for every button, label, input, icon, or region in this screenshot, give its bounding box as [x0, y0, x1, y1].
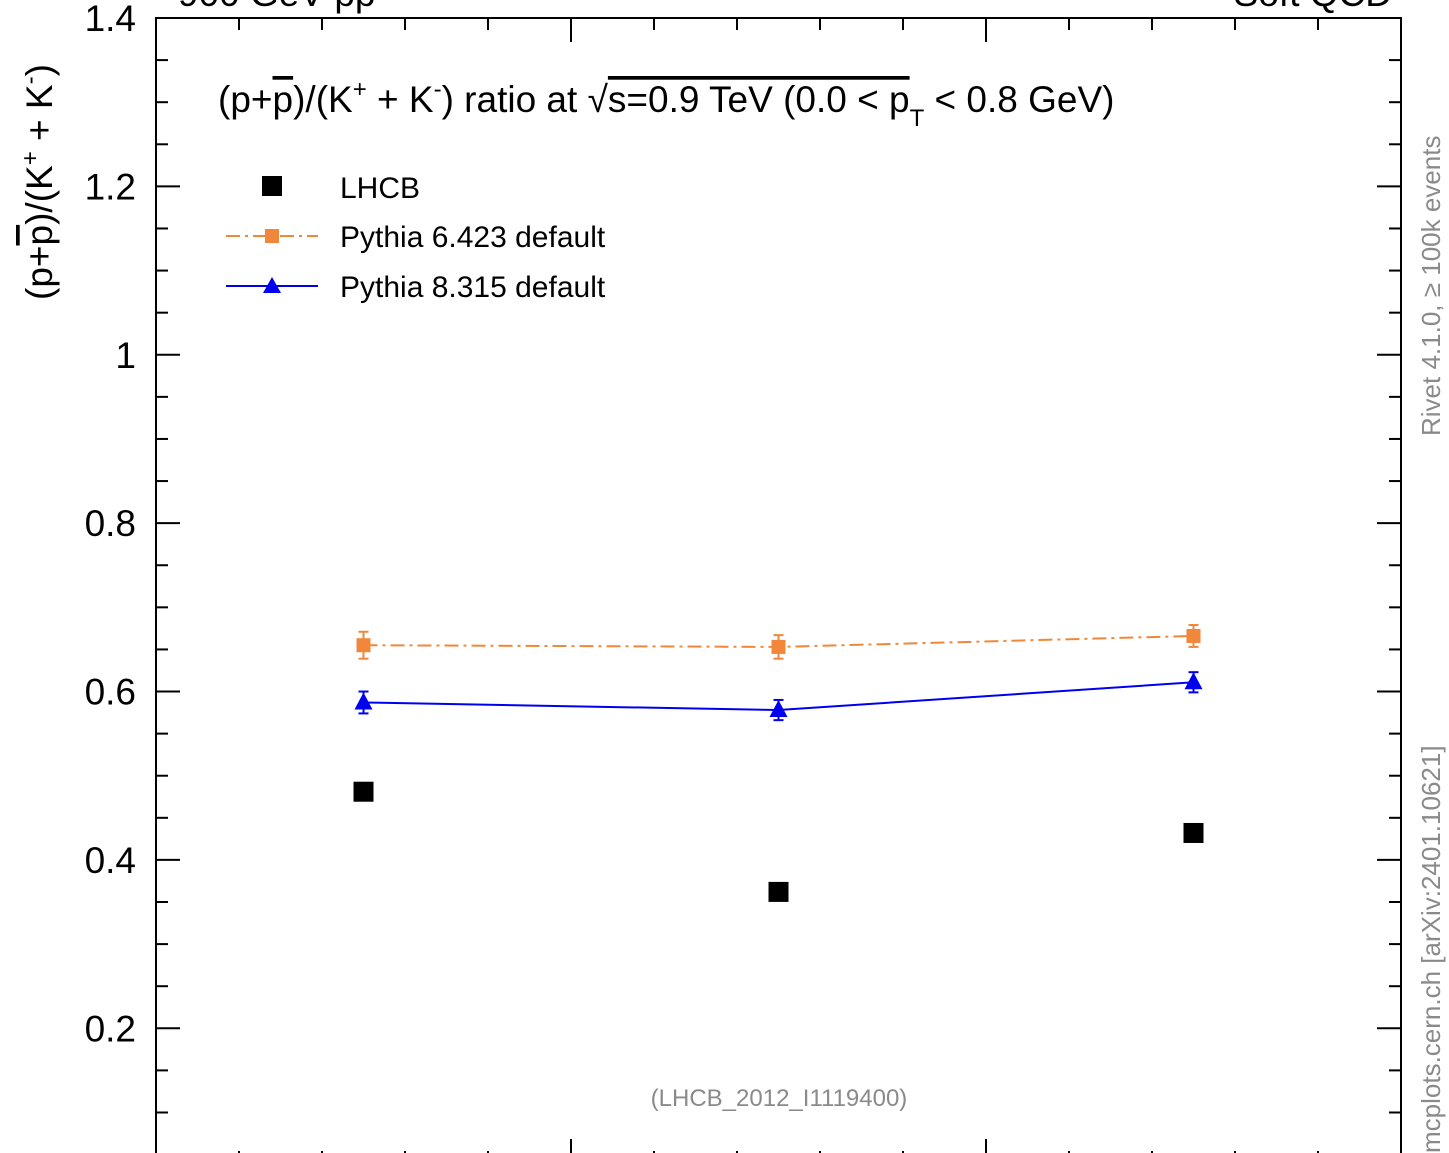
- y-tick-label: 1: [115, 335, 136, 376]
- data-point-lhcb: [353, 781, 374, 802]
- y-tick-label: 1.2: [85, 166, 136, 207]
- chart-title: (p+p)/(K+ + K-) ratio at √s=0.9 TeV (0.0…: [218, 76, 1115, 132]
- y-tick-label: 0.2: [85, 1008, 136, 1049]
- legend-label-pythia6: Pythia 6.423 default: [340, 221, 606, 254]
- legend-label-pythia8: Pythia 8.315 default: [340, 271, 606, 304]
- y-tick-labels: 0.2 0.4 0.6 0.8 1 1.2 1.4: [85, 0, 136, 1049]
- data-point-pythia-6-423-default: [771, 639, 786, 654]
- plot-frame: [155, 17, 1402, 1153]
- legend: LHCB Pythia 6.423 default Pythia 8.315 d…: [226, 172, 606, 304]
- data-point-pythia-8-315-default: [769, 700, 788, 718]
- y-tick-label: 0.8: [85, 503, 136, 544]
- axis-ticks: [155, 17, 1402, 1153]
- header-top-left: 900 GeV pp: [178, 0, 375, 14]
- y-tick-label: 0.6: [85, 672, 136, 713]
- legend-marker-pythia6: [265, 229, 279, 243]
- rivet-version-label: Rivet 4.1.0, ≥ 100k events: [1416, 136, 1446, 436]
- header-top-right: Soft QCD: [1234, 0, 1392, 14]
- y-tick-label: 0.4: [85, 840, 136, 881]
- legend-marker-lhcb: [262, 176, 282, 196]
- data-point-lhcb: [768, 881, 789, 902]
- y-tick-label: 1.4: [85, 0, 136, 39]
- y-axis-label: (p+p)/(K+ + K-): [17, 64, 60, 300]
- data-point-lhcb: [1183, 822, 1204, 843]
- data-point-pythia-6-423-default: [356, 638, 371, 653]
- analysis-annotation: (LHCB_2012_I1119400): [651, 1085, 908, 1112]
- data-point-pythia-8-315-default: [1184, 672, 1203, 690]
- legend-marker-pythia8: [263, 277, 281, 293]
- series-layer: [353, 624, 1204, 902]
- data-point-pythia-6-423-default: [1186, 628, 1201, 643]
- mcplots-label: mcplots.cern.ch [arXiv:2401.10621]: [1416, 745, 1446, 1153]
- data-point-pythia-8-315-default: [354, 692, 373, 710]
- legend-label-lhcb: LHCB: [340, 172, 420, 205]
